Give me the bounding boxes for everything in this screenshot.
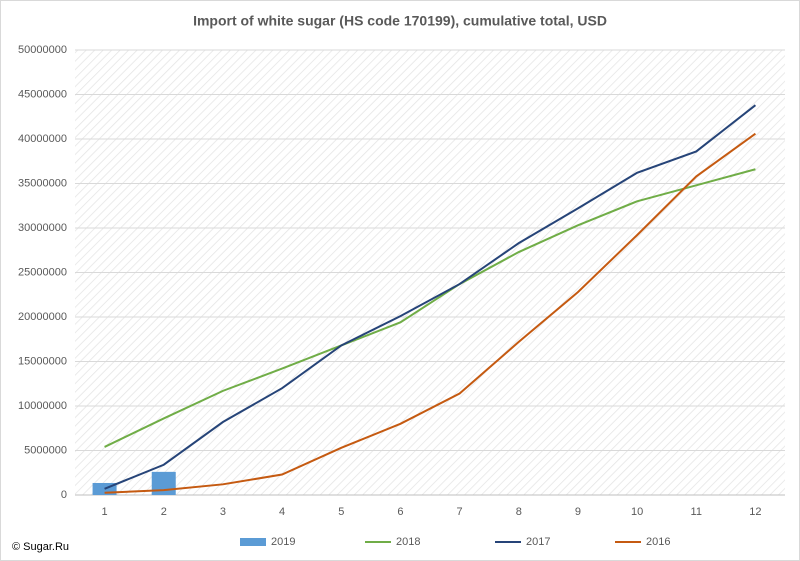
y-tick-label: 25000000 (18, 266, 67, 278)
x-tick-label: 8 (516, 506, 522, 518)
x-tick-label: 3 (220, 506, 226, 518)
x-tick-label: 4 (279, 506, 285, 518)
legend-label: 2019 (271, 536, 295, 548)
x-tick-label: 12 (749, 506, 761, 518)
legend-label: 2016 (646, 536, 670, 548)
x-tick-label: 9 (575, 506, 581, 518)
x-tick-label: 11 (691, 506, 702, 518)
x-tick-label: 6 (397, 506, 403, 518)
x-tick-label: 7 (457, 506, 463, 518)
y-tick-label: 45000000 (18, 88, 67, 100)
legend-label: 2017 (526, 536, 550, 548)
x-tick-label: 5 (338, 506, 344, 518)
line-series (104, 132, 757, 494)
legend-swatch (240, 538, 266, 546)
legend-label: 2018 (396, 536, 420, 548)
chart-title: Import of white sugar (HS code 170199), … (193, 13, 607, 29)
x-tick-label: 10 (631, 506, 643, 518)
line-series (104, 168, 756, 448)
y-tick-label: 40000000 (18, 133, 67, 145)
y-tick-label: 10000000 (18, 400, 67, 412)
y-tick-label: 50000000 (18, 44, 67, 56)
line-series (104, 104, 757, 490)
x-tick-label: 2 (161, 506, 167, 518)
x-tick-label: 1 (102, 506, 108, 518)
y-tick-label: 30000000 (18, 222, 67, 234)
y-tick-label: 20000000 (18, 311, 67, 323)
source: © Sugar.Ru (12, 541, 69, 553)
y-tick-label: 5000000 (24, 444, 67, 456)
y-tick-label: 15000000 (18, 355, 67, 367)
bar (151, 471, 176, 495)
y-tick-label: 0 (61, 489, 67, 501)
y-tick-label: 35000000 (18, 177, 67, 189)
